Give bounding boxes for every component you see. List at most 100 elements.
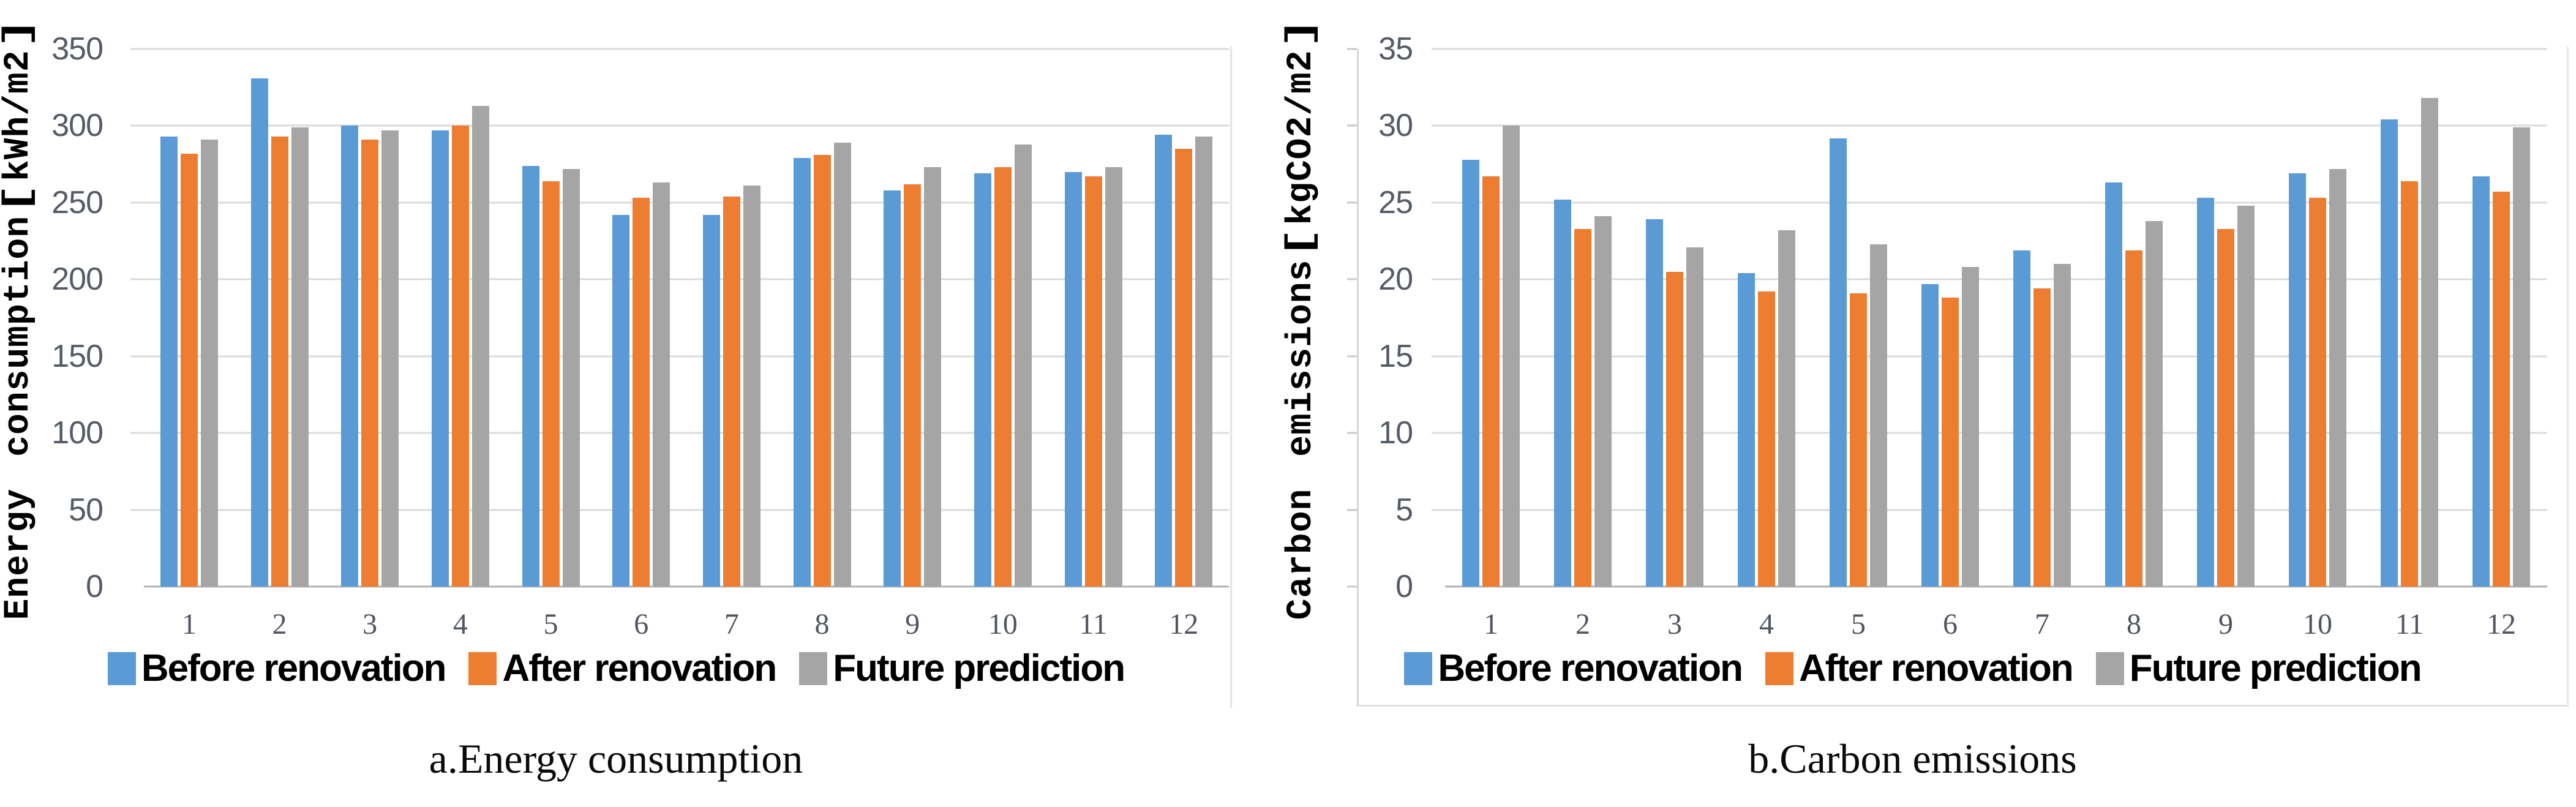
bracket-close: ]	[0, 17, 39, 49]
bar-after-renovation	[1084, 176, 1102, 587]
bar-future-prediction	[833, 143, 851, 587]
y-axis-tick	[1347, 432, 1357, 434]
plot-area	[1432, 48, 2547, 588]
y-tick-label: 25	[1378, 184, 1413, 220]
x-axis-labels: 1 2 3 4 5 6 7 8 9 10 11 12	[1445, 607, 2547, 641]
bar-group	[1629, 49, 1721, 587]
gridline	[130, 201, 1229, 204]
bar-group	[144, 49, 235, 587]
y-tick-label: 300	[51, 108, 103, 144]
bar-group	[867, 49, 958, 587]
y-tick-label: 150	[51, 338, 103, 374]
gridline	[130, 278, 1229, 280]
bar-after-renovation	[271, 137, 288, 587]
bar-future-prediction	[2237, 205, 2255, 587]
y-tick-label: 200	[51, 261, 103, 298]
caption-carbon-emissions: b.Carbon emissions	[1748, 735, 2077, 782]
caption-energy-consumption: a.Energy consumption	[429, 735, 803, 782]
y-tick-label: 30	[1378, 108, 1413, 144]
y-tick-label: 35	[1378, 31, 1413, 67]
x-tick-label: 3	[1667, 608, 1682, 640]
outer-axis-ticks	[1347, 48, 1357, 588]
bar-before-renovation	[1155, 135, 1173, 587]
bar-after-renovation	[451, 126, 469, 587]
bar-group	[1445, 49, 1537, 587]
bar-before-renovation	[1830, 138, 1847, 587]
panel-border	[1230, 47, 1232, 708]
legend-swatch-future-prediction	[799, 651, 828, 685]
y-tick-label: 5	[1395, 492, 1413, 528]
gridline	[1432, 278, 2547, 280]
legend-item: After renovation	[1765, 647, 2074, 690]
bar-after-renovation	[1850, 293, 1867, 587]
bar-group	[2364, 49, 2455, 587]
y-axis-labels: 0 5 10 15 20 25 30 35	[1341, 33, 1413, 602]
gridline	[1432, 432, 2547, 434]
bar-future-prediction	[924, 167, 942, 587]
bar-after-renovation	[633, 198, 650, 587]
bar-before-renovation	[1462, 159, 1479, 587]
x-tick-label: 6	[634, 608, 649, 640]
bar-before-renovation	[1738, 273, 1755, 587]
bar-before-renovation	[2473, 176, 2490, 587]
legend: Before renovation After renovation Future …	[1249, 647, 2576, 690]
bar-future-prediction	[1594, 216, 1612, 587]
y-tick-label: 0	[86, 569, 103, 604]
y-tick-label: 250	[51, 184, 103, 220]
x-tick-label: 2	[1575, 608, 1590, 640]
y-axis-tick	[1347, 509, 1357, 511]
y-axis-tick	[1347, 201, 1357, 204]
x-tick-label: 8	[2127, 608, 2141, 640]
bar-before-renovation	[250, 78, 268, 587]
bar-group	[2088, 49, 2180, 587]
y-axis-tick	[1347, 278, 1357, 280]
x-tick-label: 6	[1943, 608, 1958, 640]
gridline	[130, 48, 1229, 50]
x-tick-label: 9	[2218, 608, 2233, 640]
legend-label: After renovation	[1798, 647, 2074, 689]
bar-before-renovation	[1646, 219, 1663, 587]
gridline	[1432, 355, 2547, 358]
bar-future-prediction	[2329, 168, 2346, 587]
bar-after-renovation	[1574, 228, 1591, 587]
x-tick-label: 3	[362, 608, 378, 640]
x-axis-line	[144, 585, 1229, 588]
y-axis-tick	[1347, 355, 1357, 358]
legend-label: Future prediction	[2129, 647, 2422, 689]
legend-label: Before renovation	[1438, 647, 1743, 689]
y-tick-label: 10	[1378, 415, 1413, 451]
bar-before-renovation	[1064, 171, 1082, 587]
bar-future-prediction	[1870, 244, 1887, 587]
bar-future-prediction	[381, 130, 399, 587]
bar-before-renovation	[431, 130, 449, 587]
x-tick-label: 1	[181, 608, 197, 640]
bar-group	[958, 49, 1048, 587]
x-tick-label: 10	[2303, 608, 2332, 640]
bar-before-renovation	[793, 158, 811, 587]
bar-before-renovation	[2381, 119, 2398, 587]
gridline	[130, 355, 1229, 358]
bar-group	[1048, 49, 1139, 587]
bar-group	[1537, 49, 1629, 587]
bar-future-prediction	[1962, 267, 1979, 587]
gridline	[130, 432, 1229, 434]
bar-future-prediction	[2513, 127, 2530, 587]
x-tick-label: 11	[2395, 608, 2424, 640]
bar-group	[1138, 49, 1229, 587]
legend-label: Before renovation	[141, 647, 447, 689]
bar-future-prediction	[2146, 220, 2163, 587]
bar-future-prediction	[2054, 264, 2071, 587]
bar-after-renovation	[2493, 192, 2510, 587]
x-axis-labels: 1 2 3 4 5 6 7 8 9 10 11 12	[144, 607, 1229, 641]
bar-future-prediction	[291, 127, 309, 587]
bar-group	[1721, 49, 1812, 587]
bar-before-renovation	[884, 190, 901, 587]
x-tick-label: 1	[1484, 608, 1498, 640]
bar-before-renovation	[341, 126, 359, 587]
bar-after-renovation	[180, 153, 198, 587]
bar-before-renovation	[2197, 198, 2214, 587]
gridline	[1432, 509, 2547, 511]
y-axis-tick	[1347, 585, 1357, 588]
bar-future-prediction	[1014, 144, 1032, 587]
y-axis-line	[1357, 49, 1359, 707]
